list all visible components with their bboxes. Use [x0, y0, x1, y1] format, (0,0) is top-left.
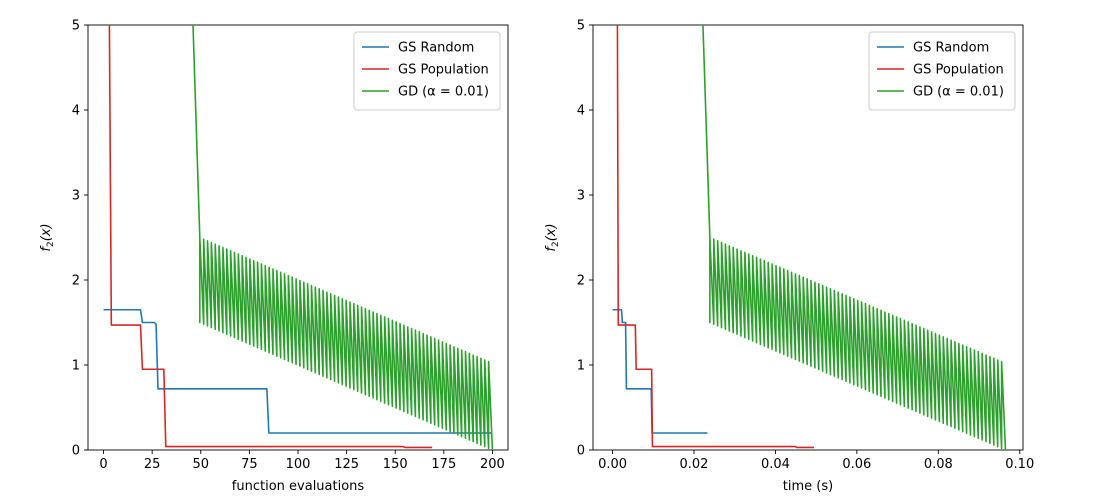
legend-box: [868, 31, 1016, 111]
y-tick-label: 3: [577, 189, 585, 204]
series-group: [103, 25, 494, 450]
x-tick-label: 0.02: [680, 457, 709, 472]
legend-label: GS Population: [913, 63, 1004, 78]
legend-label-math: (α = 0.01): [422, 85, 489, 100]
y-tick-label: 4: [72, 104, 80, 119]
legend-label: GS Population: [398, 63, 489, 78]
legend-label-name: GD: [398, 85, 418, 100]
axes-frame: [592, 24, 1024, 451]
series-group: [612, 25, 1007, 450]
x-tick-label: 75: [241, 457, 258, 472]
series-line-gd: [702, 25, 1007, 450]
y-axis-label: f2(x): [544, 223, 561, 251]
legend-box: [353, 31, 501, 111]
x-tick-label: 150: [383, 457, 408, 472]
series-line-gs-population: [108, 25, 433, 449]
x-tick-label: 0.08: [924, 457, 953, 472]
y-axis-label: f2(x): [39, 223, 56, 251]
x-tick-label: 0.04: [761, 457, 790, 472]
y-tick-label: 1: [72, 359, 80, 374]
x-tick-label: 0.00: [598, 457, 627, 472]
legend-label-math: (α = 0.01): [937, 85, 1004, 100]
y-axis-label-f: f: [39, 245, 54, 252]
legend-label-name: GS Population: [398, 63, 489, 78]
left-chart-panel: 0 25 50 75 100 125 150 175 200 0 1 2 3 4 5 function eva…: [39, 19, 509, 494]
x-tick-label: 0: [99, 457, 107, 472]
y-tick-label: 4: [577, 104, 585, 119]
legend-label-name: GS Random: [398, 41, 474, 56]
series-line-gs-random: [103, 308, 493, 434]
y-tick-label: 3: [72, 189, 80, 204]
legend-label: GD (α = 0.01): [913, 85, 1004, 100]
legend-label: GS Random: [913, 41, 989, 56]
y-axis-label-arg: (x): [39, 223, 54, 241]
x-tick-label: 175: [431, 457, 456, 472]
x-tick-label: 200: [480, 457, 505, 472]
y-axis-label-sub: 2: [551, 241, 561, 247]
y-tick-label: 5: [72, 19, 80, 34]
x-tick-label: 125: [334, 457, 359, 472]
y-tick-label: 2: [577, 274, 585, 289]
legend-label-name: GS Population: [913, 63, 1004, 78]
x-tick-label: 50: [193, 457, 210, 472]
y-tick-label: 5: [577, 19, 585, 34]
x-tick-label: 0.10: [1005, 457, 1034, 472]
y-tick-label: 1: [577, 359, 585, 374]
series-line-gs-random: [612, 308, 708, 434]
legend: GS Random GS Population GD (α = 0.01): [868, 31, 1016, 111]
y-tick-label: 0: [577, 444, 585, 459]
y-axis-label-arg: (x): [544, 223, 559, 241]
legend-label: GD (α = 0.01): [398, 85, 489, 100]
legend: GS Random GS Population GD (α = 0.01): [353, 31, 501, 111]
y-axis-label-f: f: [544, 245, 559, 252]
x-tick-label: 0.06: [842, 457, 871, 472]
x-axis-label: time (s): [783, 479, 833, 494]
series-line-gs-population: [616, 25, 815, 449]
series-line-gd: [192, 25, 494, 450]
y-tick-label: 2: [72, 274, 80, 289]
y-tick-label: 0: [72, 444, 80, 459]
x-tick-label: 25: [144, 457, 161, 472]
legend-label-name: GS Random: [913, 41, 989, 56]
y-axis-label-sub: 2: [46, 241, 56, 247]
x-axis-label: function evaluations: [232, 479, 365, 494]
legend-label: GS Random: [398, 41, 474, 56]
legend-label-name: GD: [913, 85, 933, 100]
x-tick-label: 100: [286, 457, 311, 472]
